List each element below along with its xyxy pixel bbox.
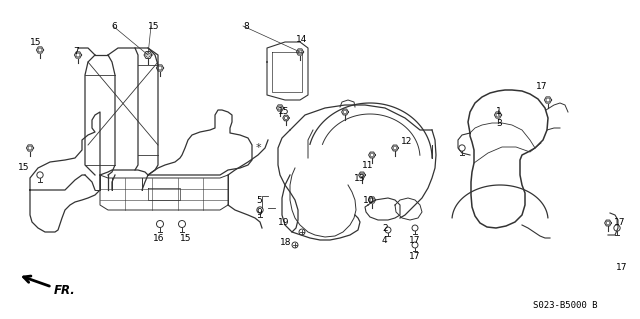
Text: FR.: FR. bbox=[54, 284, 76, 296]
Text: 15: 15 bbox=[180, 234, 191, 243]
Text: 17: 17 bbox=[536, 82, 547, 91]
Text: 19: 19 bbox=[278, 218, 289, 227]
Text: 15: 15 bbox=[278, 107, 289, 116]
Text: 10: 10 bbox=[363, 196, 374, 205]
Text: 8: 8 bbox=[243, 22, 249, 31]
Text: 15: 15 bbox=[30, 38, 42, 47]
Text: 18: 18 bbox=[280, 238, 291, 247]
Text: 13: 13 bbox=[354, 174, 365, 183]
Text: 17: 17 bbox=[409, 252, 420, 261]
Text: 15: 15 bbox=[148, 22, 159, 31]
Text: 14: 14 bbox=[296, 35, 307, 44]
Text: 17: 17 bbox=[409, 236, 420, 245]
Text: 6: 6 bbox=[111, 22, 116, 31]
Text: 12: 12 bbox=[401, 137, 412, 146]
Text: 16: 16 bbox=[153, 234, 164, 243]
Text: 3: 3 bbox=[496, 119, 502, 128]
Text: 15: 15 bbox=[18, 163, 29, 172]
Text: 17: 17 bbox=[614, 218, 625, 227]
Text: 7: 7 bbox=[73, 47, 79, 56]
Text: S023-B5000 B: S023-B5000 B bbox=[532, 300, 597, 309]
Text: 11: 11 bbox=[362, 161, 374, 170]
Text: 17: 17 bbox=[616, 263, 627, 272]
Text: 2: 2 bbox=[382, 224, 388, 233]
Text: 4: 4 bbox=[382, 236, 388, 245]
Text: *: * bbox=[255, 143, 261, 153]
Text: 1: 1 bbox=[496, 107, 502, 116]
Text: 5: 5 bbox=[256, 196, 262, 205]
Text: 9: 9 bbox=[256, 208, 262, 217]
